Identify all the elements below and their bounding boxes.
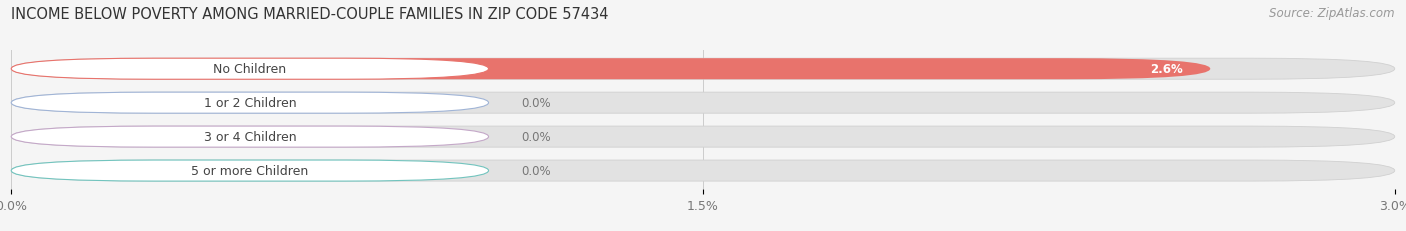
- FancyBboxPatch shape: [11, 59, 488, 80]
- Text: Source: ZipAtlas.com: Source: ZipAtlas.com: [1270, 7, 1395, 20]
- FancyBboxPatch shape: [11, 160, 1395, 181]
- FancyBboxPatch shape: [11, 93, 488, 114]
- FancyBboxPatch shape: [11, 127, 488, 148]
- Text: 3 or 4 Children: 3 or 4 Children: [204, 131, 297, 143]
- FancyBboxPatch shape: [11, 59, 1395, 80]
- FancyBboxPatch shape: [11, 59, 1211, 80]
- Text: 5 or more Children: 5 or more Children: [191, 164, 308, 177]
- Text: 2.6%: 2.6%: [1150, 63, 1182, 76]
- Text: 0.0%: 0.0%: [520, 164, 551, 177]
- Text: 0.0%: 0.0%: [520, 97, 551, 110]
- Text: No Children: No Children: [214, 63, 287, 76]
- Text: 0.0%: 0.0%: [520, 131, 551, 143]
- Text: INCOME BELOW POVERTY AMONG MARRIED-COUPLE FAMILIES IN ZIP CODE 57434: INCOME BELOW POVERTY AMONG MARRIED-COUPL…: [11, 7, 609, 22]
- FancyBboxPatch shape: [11, 160, 488, 181]
- Text: 1 or 2 Children: 1 or 2 Children: [204, 97, 297, 110]
- FancyBboxPatch shape: [11, 127, 1395, 148]
- FancyBboxPatch shape: [11, 93, 1395, 114]
